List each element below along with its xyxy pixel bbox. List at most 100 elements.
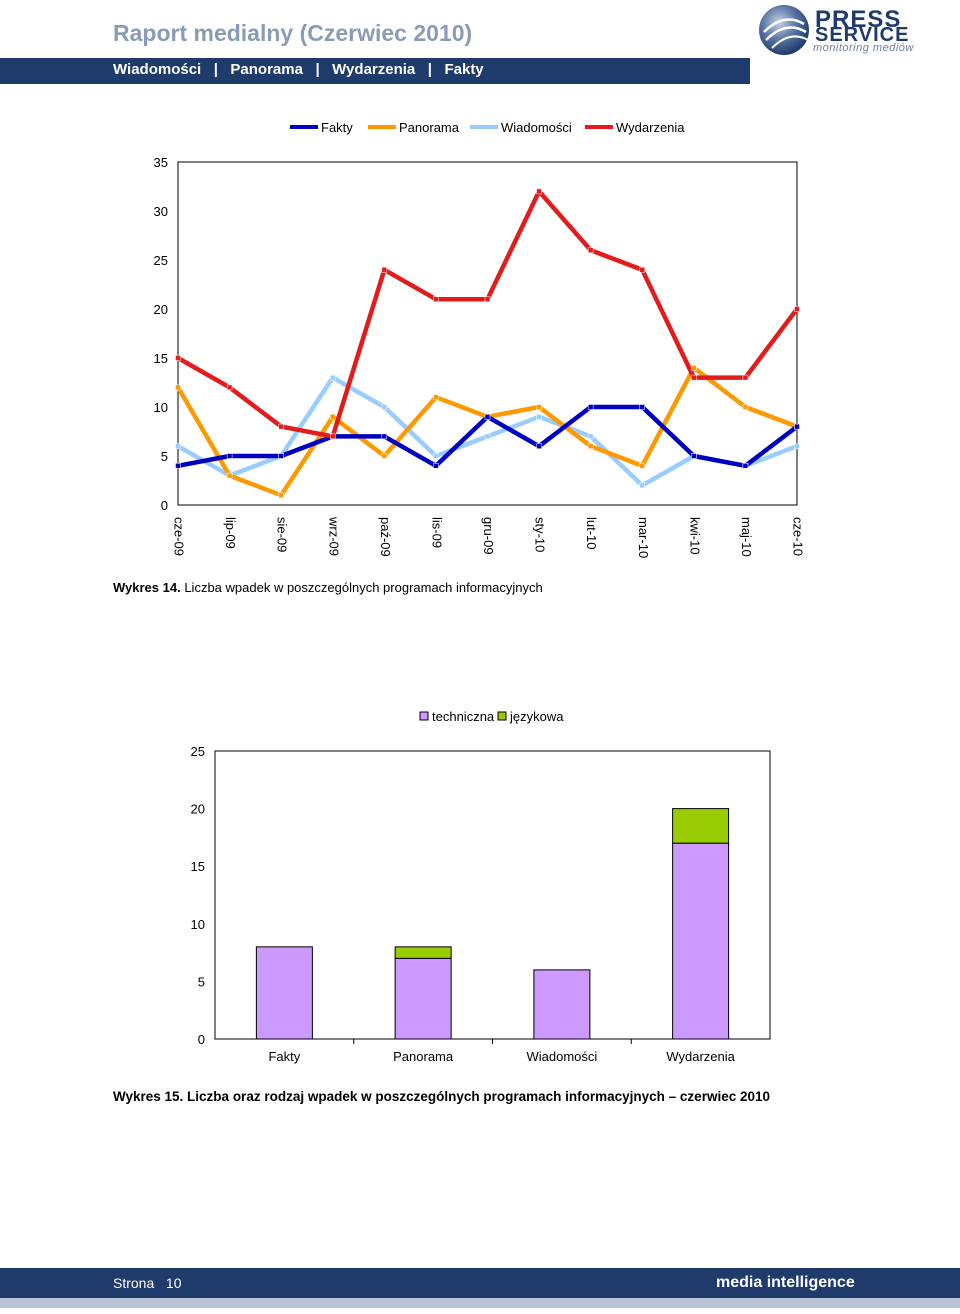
series-line-wiadomosci: [176, 375, 798, 488]
data-point-fakty: [175, 463, 181, 469]
data-point-wydarzenia: [330, 433, 336, 440]
bar-techniczna-wiadomosci: [533, 969, 591, 1040]
data-point-wydarzenia: [794, 306, 800, 312]
data-point-wydarzenia: [484, 296, 491, 302]
nav-item-fakty[interactable]: Fakty: [444, 61, 484, 78]
data-point-wydarzenia: [175, 355, 181, 361]
x-tick-label: Wydarzenia: [666, 1049, 735, 1064]
data-point-fakty: [742, 463, 749, 469]
nav-breadcrumb: Wiadomości | Panorama | Wydarzenia | Fak…: [113, 61, 484, 78]
y-tick-label: 35: [154, 155, 168, 170]
y-tick-label: 15: [154, 351, 168, 366]
y-tick-label: 30: [154, 204, 168, 219]
bar-jezykowa-wydarzenia: [672, 808, 730, 844]
data-point-wydarzenia: [639, 267, 645, 273]
data-point-panorama: [330, 414, 336, 420]
legend-swatch-techniczna: [419, 711, 429, 721]
x-tick-label: gru-09: [481, 517, 496, 555]
data-point-wiadomosci: [433, 453, 439, 459]
x-tick-label: Fakty: [268, 1049, 300, 1064]
x-tick-label: paź-09: [378, 517, 393, 557]
x-tick-label: wrz-09: [326, 516, 341, 556]
data-point-wydarzenia: [691, 374, 697, 381]
y-tick-label: 0: [198, 1032, 205, 1047]
data-point-fakty: [536, 443, 542, 449]
x-tick-label: lut-10: [584, 517, 599, 550]
data-point-panorama: [742, 404, 749, 410]
data-point-panorama: [691, 365, 697, 371]
y-tick-label: 10: [191, 917, 205, 932]
data-point-panorama: [175, 384, 181, 391]
data-point-wiadomosci: [175, 443, 181, 449]
legend-label-fakty: Fakty: [321, 120, 353, 135]
caption-14-label: Wykres 14.: [113, 580, 181, 595]
logo-tagline: monitoring mediów: [813, 42, 914, 54]
y-tick-label: 20: [154, 302, 168, 317]
y-tick-label: 5: [198, 974, 205, 989]
footer-bar: [0, 1268, 960, 1298]
series-line-wydarzenia: [176, 189, 799, 439]
data-point-panorama: [433, 394, 439, 400]
x-tick-label: mar-10: [636, 517, 651, 558]
nav-bar: Wiadomości | Panorama | Wydarzenia | Fak…: [0, 58, 750, 84]
data-point-wydarzenia: [587, 247, 594, 253]
data-point-fakty: [278, 453, 284, 459]
series-line-panorama: [176, 365, 798, 498]
data-point-wiadomosci: [330, 374, 336, 381]
data-point-panorama: [278, 492, 284, 498]
caption-wykres-14: Wykres 14. Liczba wpadek w poszczególnyc…: [113, 580, 543, 595]
press-service-logo: [759, 5, 809, 55]
x-tick-label: cze-09: [172, 517, 187, 556]
data-point-wiadomosci: [536, 414, 542, 420]
x-tick-label: sie-09: [275, 517, 290, 552]
data-point-wydarzenia: [742, 374, 749, 381]
bar-techniczna-fakty: [255, 946, 313, 1040]
report-title: Raport medialny (Czerwiec 2010): [113, 20, 473, 46]
data-point-panorama: [639, 463, 645, 469]
legend-label-wiadomosci: Wiadomości: [501, 120, 572, 135]
legend-swatch-jezykowa: [497, 711, 507, 721]
data-point-fakty: [381, 433, 388, 440]
logo-press-text: PRESS: [815, 6, 902, 33]
bar-techniczna-panorama: [394, 957, 452, 1040]
nav-item-panorama[interactable]: Panorama: [230, 61, 303, 78]
data-point-fakty: [691, 453, 697, 459]
data-point-fakty: [639, 404, 645, 410]
legend-label-panorama: Panorama: [399, 120, 460, 135]
bar-chart-rodzaj-wpadek: 0 5 10 15 20 25 Fakty Panorama Wiadomości Wydarze…: [191, 709, 771, 1064]
data-point-fakty: [226, 453, 233, 459]
footer-brand: media intelligence: [716, 1274, 855, 1291]
x-tick-label: sty-10: [533, 517, 548, 552]
y-tick-label: 25: [154, 253, 168, 268]
line-chart-wpadki: 0 5 10 15 20 25 30 35 cze-09 lip-09 sie-09 wrz-09 pa…: [154, 120, 806, 558]
footer-stripe: [0, 1298, 960, 1308]
data-point-wiadomosci: [794, 443, 800, 449]
y-tick-label: 10: [154, 400, 168, 415]
caption-wykres-15: Wykres 15. Liczba oraz rodzaj wpadek w p…: [113, 1089, 770, 1104]
data-point-panorama: [226, 472, 233, 479]
globe-icon: [759, 5, 809, 55]
nav-item-wiadomosci[interactable]: Wiadomości: [113, 61, 202, 78]
y-tick-label: 25: [191, 744, 205, 759]
data-point-wydarzenia: [278, 423, 284, 430]
data-point-fakty: [433, 463, 439, 469]
data-point-wydarzenia: [226, 384, 233, 391]
x-tick-label: Panorama: [393, 1049, 454, 1064]
data-point-fakty: [794, 423, 800, 430]
page-number: Strona 10: [113, 1275, 182, 1291]
data-point-panorama: [587, 443, 594, 449]
y-tick-label: 20: [191, 802, 205, 817]
data-point-wydarzenia: [381, 267, 388, 273]
nav-item-wydarzenia[interactable]: Wydarzenia: [332, 61, 416, 78]
data-point-wiadomosci: [381, 404, 388, 410]
logo-service-text: SERVICE: [815, 24, 910, 46]
y-tick-label: 15: [191, 859, 205, 874]
caption-14-text: Liczba wpadek w poszczególnych programac…: [184, 580, 543, 595]
page-number-value: 10: [165, 1275, 182, 1291]
data-point-wydarzenia: [433, 296, 439, 302]
x-tick-label: maj-10: [739, 517, 754, 557]
x-tick-label: lip-09: [223, 517, 238, 549]
x-tick-label: kwi-10: [687, 517, 702, 555]
data-point-wiadomosci: [587, 433, 594, 440]
bar-techniczna-wydarzenia: [672, 842, 730, 1040]
